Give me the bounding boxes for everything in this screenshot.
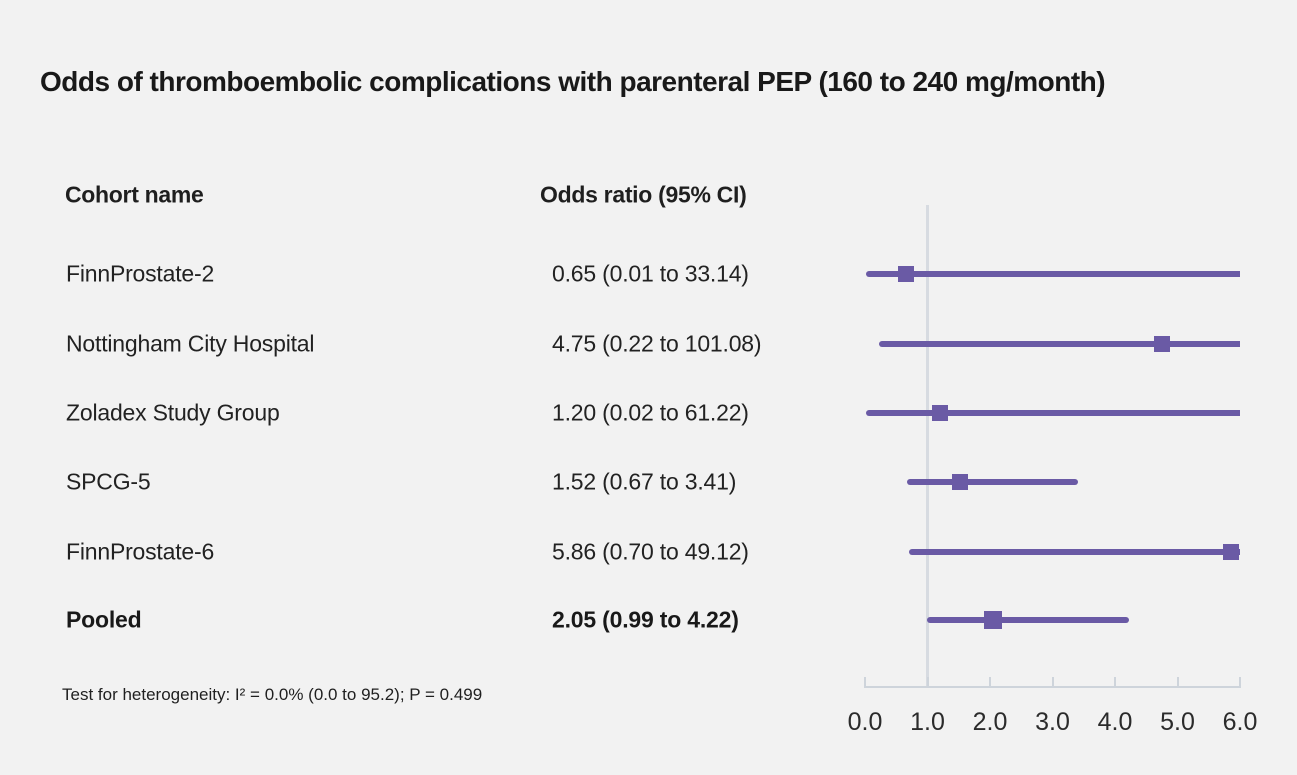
cohort-name-study: FinnProstate-6	[66, 538, 215, 565]
cohort-name-study: Zoladex Study Group	[66, 399, 280, 426]
odds-ratio-value: 5.86 (0.70 to 49.12)	[552, 538, 749, 565]
x-axis-tick-label: 3.0	[1035, 708, 1070, 736]
odds-ratio-marker	[932, 405, 948, 421]
x-axis-tick-label: 4.0	[1097, 708, 1133, 736]
confidence-interval-line	[865, 271, 1240, 277]
confidence-interval-line	[878, 341, 1240, 347]
x-axis-tick	[989, 677, 991, 686]
odds-ratio-marker	[1223, 544, 1240, 560]
column-header-cohort-name: Cohort name	[65, 181, 204, 208]
heterogeneity-footnote: Test for heterogeneity: I² = 0.0% (0.0 t…	[62, 685, 483, 704]
x-axis-tick-label: 6.0	[1222, 708, 1258, 736]
confidence-interval-line	[866, 410, 1240, 416]
odds-ratio-value: 4.75 (0.22 to 101.08)	[552, 330, 762, 357]
cohort-name-study: FinnProstate-2	[66, 260, 215, 287]
odds-ratio-marker	[1153, 336, 1170, 352]
x-axis-tick	[1114, 677, 1116, 686]
confidence-interval-line	[926, 617, 1129, 623]
x-axis-tick-label: 0.0	[847, 708, 883, 736]
x-axis-tick	[864, 677, 866, 686]
odds-ratio-marker	[984, 611, 1003, 629]
confidence-interval-line	[908, 549, 1240, 555]
chart-title: Odds of thromboembolic complications wit…	[40, 66, 1106, 97]
odds-ratio-value: 1.20 (0.02 to 61.22)	[552, 399, 749, 426]
confidence-interval-line	[906, 479, 1079, 485]
x-axis-tick	[1051, 677, 1054, 686]
x-axis-line	[864, 686, 1241, 688]
cohort-name-study: SPCG-5	[66, 468, 151, 495]
x-axis-tick	[1239, 677, 1241, 686]
x-axis-tick	[926, 677, 929, 686]
x-axis-tick	[1176, 677, 1179, 686]
column-header-odds-ratio: Odds ratio (95% CI)	[540, 181, 747, 208]
odds-ratio-marker	[952, 474, 968, 490]
cohort-name-pooled: Pooled	[66, 606, 142, 633]
odds-ratio-value: 0.65 (0.01 to 33.14)	[552, 260, 749, 287]
odds-ratio-value: 2.05 (0.99 to 4.22)	[552, 606, 739, 633]
x-axis-tick-label: 2.0	[972, 708, 1008, 736]
odds-ratio-value: 1.52 (0.67 to 3.41)	[552, 468, 737, 495]
reference-line-or-1	[926, 205, 929, 688]
x-axis-tick-label: 1.0	[910, 708, 945, 736]
x-axis-tick-label: 5.0	[1160, 708, 1195, 736]
odds-ratio-marker	[897, 266, 914, 282]
cohort-name-study: Nottingham City Hospital	[66, 330, 315, 357]
